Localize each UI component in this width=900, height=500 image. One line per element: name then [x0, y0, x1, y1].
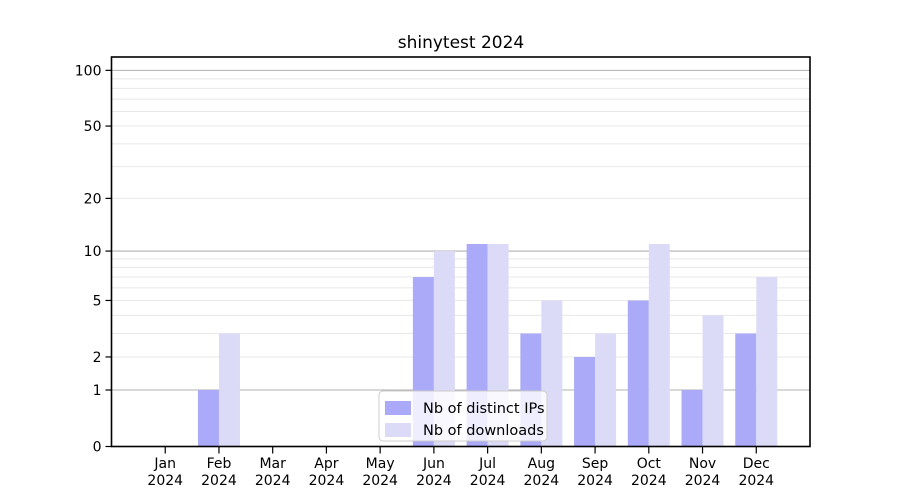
- x-tick-label-year-sep: 2024: [577, 473, 613, 489]
- bar-nov-downloads: [702, 315, 724, 447]
- x-tick-label-month-aug: Aug: [528, 456, 555, 472]
- bar-feb-distinct-ips: [197, 390, 219, 447]
- x-tick-label-year-nov: 2024: [685, 473, 721, 489]
- gridlines: [111, 69, 810, 391]
- x-tick-label-month-feb: Feb: [207, 456, 232, 472]
- x-tick-label-month-nov: Nov: [689, 456, 716, 472]
- x-tick-label-month-mar: Mar: [259, 456, 286, 472]
- y-tick-label-0: 0: [93, 440, 102, 456]
- x-tick-label-month-jun: Jun: [422, 456, 445, 472]
- y-tick-label-10: 10: [84, 244, 102, 260]
- x-tick-label-month-jan: Jan: [153, 456, 176, 472]
- x-tick-label-month-apr: Apr: [314, 456, 338, 472]
- legend-swatch-downloads: [385, 423, 411, 437]
- bar-oct-distinct-ips: [627, 300, 649, 447]
- x-tick-label-year-jun: 2024: [416, 473, 452, 489]
- bar-nov-distinct-ips: [681, 390, 703, 447]
- x-tick-label-month-jul: Jul: [478, 456, 496, 472]
- bar-dec-distinct-ips: [735, 333, 757, 447]
- x-tick-label-year-oct: 2024: [631, 473, 667, 489]
- legend-label-downloads: Nb of downloads: [423, 423, 544, 439]
- x-tick-label-year-mar: 2024: [255, 473, 291, 489]
- x-tick-label-year-feb: 2024: [201, 473, 237, 489]
- chart-title: shinytest 2024: [398, 33, 525, 53]
- legend-swatch-distinct-ips: [385, 401, 411, 415]
- legend: Nb of distinct IPs Nb of downloads: [378, 390, 548, 442]
- x-tick-label-year-dec: 2024: [738, 473, 774, 489]
- x-tick-label-year-jul: 2024: [470, 473, 506, 489]
- x-tick-label-month-dec: Dec: [743, 456, 770, 472]
- y-tick-label-100: 100: [75, 63, 102, 79]
- axes: 0125102050100Jan2024Feb2024Mar2024Apr202…: [75, 56, 811, 489]
- y-tick-label-20: 20: [84, 191, 102, 207]
- x-tick-label-year-apr: 2024: [309, 473, 345, 489]
- y-tick-label-50: 50: [84, 119, 102, 135]
- bar-feb-downloads: [218, 333, 240, 447]
- x-tick-label-year-jan: 2024: [147, 473, 183, 489]
- bar-sep-distinct-ips: [574, 356, 596, 447]
- y-tick-label-1: 1: [93, 383, 102, 399]
- bar-oct-downloads: [648, 243, 670, 447]
- x-tick-label-year-may: 2024: [362, 473, 398, 489]
- bar-dec-downloads: [756, 277, 778, 447]
- bar-sep-downloads: [595, 333, 617, 447]
- plot-border: [110, 56, 811, 448]
- legend-box: [378, 390, 548, 442]
- y-tick-label-5: 5: [93, 293, 102, 309]
- x-tick-label-month-may: May: [366, 456, 395, 472]
- legend-label-distinct-ips: Nb of distinct IPs: [423, 401, 545, 417]
- x-tick-label-year-aug: 2024: [524, 473, 560, 489]
- y-tick-label-2: 2: [93, 350, 102, 366]
- x-tick-label-month-oct: Oct: [637, 456, 662, 472]
- x-tick-label-month-sep: Sep: [582, 456, 609, 472]
